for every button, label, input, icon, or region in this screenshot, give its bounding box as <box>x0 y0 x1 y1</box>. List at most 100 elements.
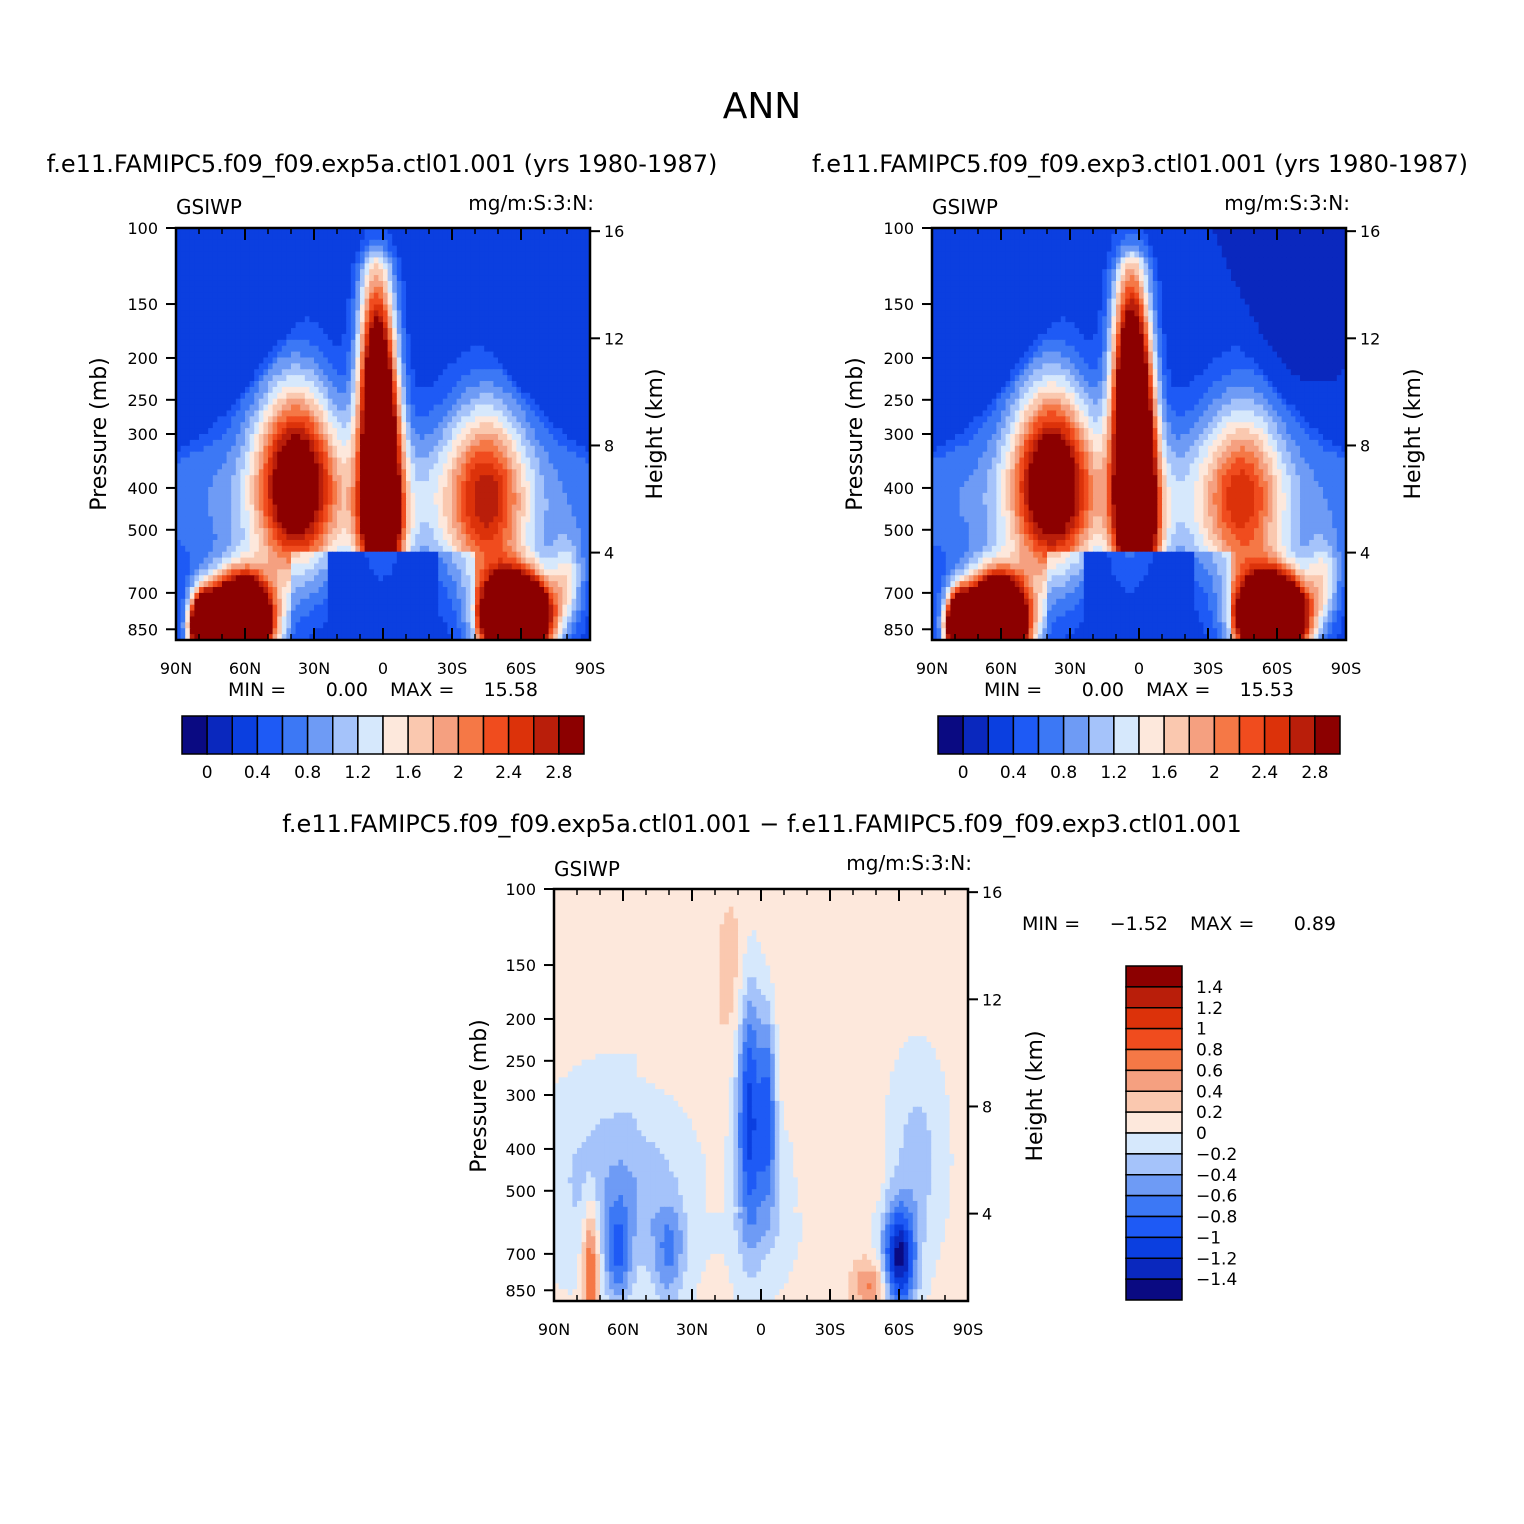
contour-cell <box>415 310 421 317</box>
contour-cell <box>456 539 462 547</box>
contour-cell <box>406 280 412 288</box>
contour-cell <box>498 504 504 512</box>
contour-cell <box>304 328 310 335</box>
contour-cell <box>470 369 476 376</box>
contour-cell <box>461 351 467 359</box>
contour-cell <box>281 316 287 323</box>
contour-cell <box>557 245 563 253</box>
contour-cell <box>254 298 260 306</box>
contour-cell <box>571 422 577 429</box>
contour-cell <box>521 275 527 282</box>
contour-cell <box>567 392 573 400</box>
contour-cell <box>318 363 324 370</box>
contour-cell <box>465 545 471 553</box>
contour-cell <box>507 263 513 270</box>
contour-cell <box>277 304 283 311</box>
contour-cell <box>553 316 559 323</box>
contour-cell <box>373 492 379 500</box>
contour-cell <box>249 445 255 453</box>
contour-cell <box>576 245 582 253</box>
contour-cell <box>479 445 485 453</box>
contour-cell <box>567 257 573 264</box>
contour-cell <box>567 245 573 253</box>
contour-cell <box>567 398 573 406</box>
contour-cell <box>534 245 540 253</box>
contour-cell <box>364 492 370 500</box>
contour-cell <box>438 251 444 259</box>
contour-cell <box>383 245 389 253</box>
contour-cell <box>332 522 338 529</box>
contour-cell <box>401 463 407 470</box>
contour-cell <box>203 275 209 282</box>
contour-cell <box>410 422 416 429</box>
contour-cell <box>245 339 251 347</box>
contour-cell <box>424 416 430 423</box>
contour-cell <box>360 492 366 500</box>
contour-cell <box>534 469 540 476</box>
contour-cell <box>567 457 573 465</box>
contour-cell <box>516 310 522 317</box>
contour-cell <box>493 539 499 547</box>
contour-cell <box>493 386 499 394</box>
contour-cell <box>465 510 471 517</box>
contour-cell <box>258 357 264 364</box>
contour-cell <box>429 386 435 394</box>
contour-cell <box>350 328 356 335</box>
contour-cell <box>378 528 384 535</box>
contour-cell <box>548 375 554 382</box>
contour-cell <box>346 428 352 435</box>
contour-cell <box>235 492 241 500</box>
contour-cell <box>511 545 517 553</box>
contour-cell <box>387 463 393 470</box>
contour-cell <box>530 245 536 253</box>
contour-cell <box>429 233 435 241</box>
contour-cell <box>277 481 283 488</box>
contour-cell <box>521 486 527 494</box>
contour-cell <box>406 463 412 470</box>
contour-cell <box>194 528 200 535</box>
contour-cell <box>286 451 292 459</box>
contour-cell <box>410 545 416 553</box>
contour-cell <box>281 263 287 270</box>
contour-cell <box>245 245 251 253</box>
contour-cell <box>396 398 402 406</box>
contour-cell <box>433 392 439 400</box>
contour-cell <box>396 263 402 270</box>
contour-cell <box>304 339 310 347</box>
contour-cell <box>383 269 389 276</box>
contour-cell <box>304 439 310 447</box>
contour-cell <box>258 522 264 529</box>
contour-cell <box>194 369 200 376</box>
contour-cell <box>580 375 586 382</box>
contour-cell <box>341 469 347 476</box>
contour-cell <box>502 522 508 529</box>
contour-cell <box>249 375 255 382</box>
contour-cell <box>272 534 278 541</box>
contour-cell <box>337 528 343 535</box>
contour-cell <box>360 263 366 270</box>
contour-cell <box>355 428 361 435</box>
contour-cell <box>429 463 435 470</box>
contour-cell <box>249 510 255 517</box>
contour-cell <box>240 280 246 288</box>
contour-cell <box>272 410 278 417</box>
contour-cell <box>272 257 278 264</box>
contour-cell <box>185 545 191 553</box>
contour-cell <box>511 239 517 247</box>
contour-cell <box>341 463 347 470</box>
contour-cell <box>369 428 375 435</box>
contour-cell <box>442 463 448 470</box>
contour-cell <box>341 510 347 517</box>
contour-cell <box>199 351 205 359</box>
contour-cell <box>245 280 251 288</box>
contour-cell <box>199 304 205 311</box>
contour-cell <box>263 451 269 459</box>
contour-cell <box>231 475 237 482</box>
contour-cell <box>470 286 476 294</box>
contour-cell <box>249 386 255 394</box>
contour-cell <box>295 333 301 341</box>
contour-cell <box>433 516 439 523</box>
contour-cell <box>291 545 297 553</box>
contour-cell <box>295 257 301 264</box>
contour-cell <box>189 439 195 447</box>
